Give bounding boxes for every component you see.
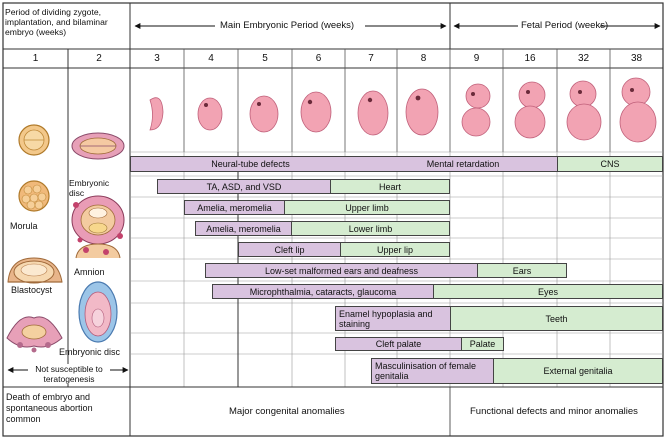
week-7-label: 7: [368, 53, 374, 64]
embryonic-disc-icon: [71, 132, 125, 160]
zygote-icon: [18, 124, 50, 156]
implantation-icon: [6, 316, 63, 353]
bar-cleft-lip: Cleft lip: [238, 242, 341, 257]
embryo-week-5-icon: [249, 95, 279, 133]
main-embryonic-period-label: Main Embryonic Period (weeks): [220, 20, 355, 31]
morula-icon: [18, 180, 50, 212]
amnion-label: Amnion: [74, 267, 105, 277]
bar-external-genitalia: External genitalia: [493, 358, 663, 384]
bar-ta-asd-vsd: TA, ASD, and VSD: [157, 179, 331, 194]
bar-heart: Heart: [330, 179, 450, 194]
bar-masculinisation: Masculinisation of female genitalia: [371, 358, 494, 384]
bar-amelia-lower: Amelia, meromelia: [195, 221, 292, 236]
week-4-label: 4: [208, 53, 214, 64]
week-6-label: 6: [315, 53, 322, 64]
bilaminar-embryo-icon: [71, 195, 125, 245]
fetus-week-32-icon: [566, 80, 602, 141]
embryo-week-7-icon: [357, 90, 389, 136]
amnion-icon: [75, 243, 121, 259]
fetus-week-16-icon: [514, 81, 546, 139]
embryonic-disc-label-1: Embryonic disc: [69, 178, 110, 198]
bar-palate: Palate: [461, 337, 504, 351]
bar-enamel-hypoplasia: Enamel hypoplasia and staining: [335, 306, 451, 331]
bar-mental-retardation: Mental retardation: [369, 156, 558, 172]
early-period-label: Period of dividing zygote, implantation,…: [5, 7, 108, 37]
week-16-label: 16: [524, 53, 536, 64]
bar-lower-limb: Lower limb: [291, 221, 450, 236]
week-32-label: 32: [577, 53, 590, 64]
week-3-label: 3: [154, 53, 160, 64]
embryo-week-4-icon: [197, 97, 223, 131]
fetal-period-label: Fetal Period (weeks): [521, 20, 609, 31]
fetus-week-9-icon: [461, 83, 491, 137]
death-of-embryo-label: Death of embryo and spontaneous abortion…: [6, 392, 93, 424]
bar-low-set-ears: Low-set malformed ears and deafness: [205, 263, 478, 278]
week-5-label: 5: [262, 53, 268, 64]
not-susceptible-label: Not susceptible to teratogenesis: [28, 364, 110, 384]
bar-microphthalmia: Microphthalmia, cataracts, glaucoma: [212, 284, 434, 299]
bar-cns: CNS: [557, 156, 663, 172]
bar-ears: Ears: [477, 263, 567, 278]
blastocyst-label: Blastocyst: [11, 285, 53, 295]
embryo-week-3-icon: [149, 97, 164, 131]
week-38-label: 38: [630, 53, 643, 64]
embryonic-disc-label-2: Embryonic disc: [59, 347, 121, 357]
week-2-label: 2: [96, 53, 102, 64]
bar-cleft-palate: Cleft palate: [335, 337, 462, 351]
functional-defects-label: Functional defects and minor anomalies: [470, 406, 638, 417]
embryo-week-6-icon: [300, 91, 332, 133]
blastocyst-icon: [7, 257, 63, 284]
week-1-label: 1: [32, 53, 39, 64]
bar-amelia-upper: Amelia, meromelia: [184, 200, 285, 215]
major-congenital-anomalies-label: Major congenital anomalies: [229, 406, 345, 417]
week-9-label: 9: [473, 53, 480, 64]
fetus-week-38-icon: [619, 77, 657, 143]
bar-upper-limb: Upper limb: [284, 200, 450, 215]
embryo-week-8-icon: [405, 88, 439, 136]
bar-upper-lip: Upper lip: [340, 242, 450, 257]
bar-eyes: Eyes: [433, 284, 663, 299]
bar-teeth: Teeth: [450, 306, 663, 331]
chorionic-sac-icon: [78, 281, 118, 343]
bar-neural-tube-defects: Neural-tube defects: [130, 156, 370, 172]
week-8-label: 8: [420, 53, 427, 64]
morula-label: Morula: [10, 221, 38, 231]
